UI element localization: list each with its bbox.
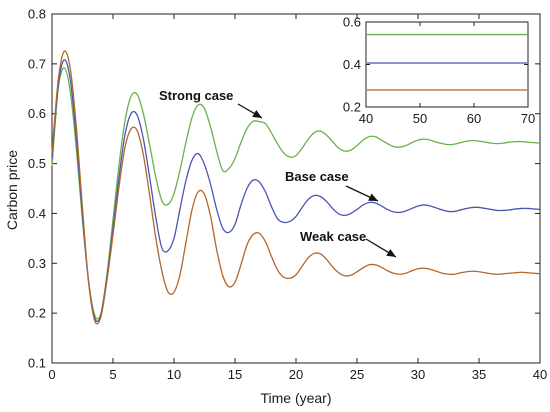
- series-lines: [51, 50, 541, 325]
- series-line-strong-case: [51, 67, 541, 320]
- x-tick-label: 25: [350, 367, 364, 382]
- x-tick-label: 40: [533, 367, 547, 382]
- inset-y-tick-label: 0.2: [343, 100, 361, 115]
- inset-x-tick-label: 50: [413, 111, 427, 126]
- annotation-strong-case: Strong case: [159, 88, 233, 103]
- y-tick-label: 0.6: [28, 106, 46, 121]
- inset-x-tick-label: 70: [521, 111, 535, 126]
- x-tick-label: 10: [167, 367, 181, 382]
- x-axis-ticks: 0 5 10 15 20 25 30 35 40: [48, 14, 547, 382]
- x-tick-label: 15: [228, 367, 242, 382]
- y-tick-label: 0.2: [28, 306, 46, 321]
- inset-x-tick-label: 60: [467, 111, 481, 126]
- annotation-arrowhead-strong-case: [252, 110, 262, 118]
- series-line-base-case: [51, 59, 541, 323]
- inset-x-axis-ticks: 40 50 60 70: [359, 22, 535, 126]
- annotation-weak-case: Weak case: [300, 229, 366, 244]
- inset-series-lines: [367, 33, 527, 91]
- y-axis-ticks: 0.1 0.2 0.3 0.4 0.5 0.6 0.7 0.8: [28, 7, 540, 371]
- x-tick-label: 20: [289, 367, 303, 382]
- y-tick-label: 0.8: [28, 7, 46, 22]
- series-line-weak-case: [51, 50, 541, 325]
- x-tick-label: 0: [48, 367, 55, 382]
- annotations: Strong case Base case Weak case: [159, 88, 397, 258]
- annotation-base-case: Base case: [285, 169, 349, 184]
- inset-x-tick-label: 40: [359, 111, 373, 126]
- x-tick-label: 35: [472, 367, 486, 382]
- inset-plot: 0.2 0.4 0.6 40 50 60 70: [343, 15, 535, 127]
- x-tick-label: 5: [109, 367, 116, 382]
- x-axis-title: Time (year): [260, 390, 331, 406]
- y-tick-label: 0.5: [28, 156, 46, 171]
- y-tick-label: 0.1: [28, 356, 46, 371]
- y-tick-label: 0.7: [28, 56, 46, 71]
- y-tick-label: 0.3: [28, 256, 46, 271]
- y-axis-title: Carbon price: [4, 150, 20, 230]
- inset-background: [365, 21, 529, 108]
- y-tick-label: 0.4: [28, 206, 46, 221]
- inset-y-tick-label: 0.4: [343, 57, 361, 72]
- x-tick-label: 30: [411, 367, 425, 382]
- annotation-arrowhead-base-case: [368, 193, 378, 201]
- inset-y-tick-label: 0.6: [343, 15, 361, 30]
- annotation-arrowhead-weak-case: [386, 248, 396, 257]
- inset-y-axis-ticks: 0.2 0.4 0.6: [343, 15, 528, 115]
